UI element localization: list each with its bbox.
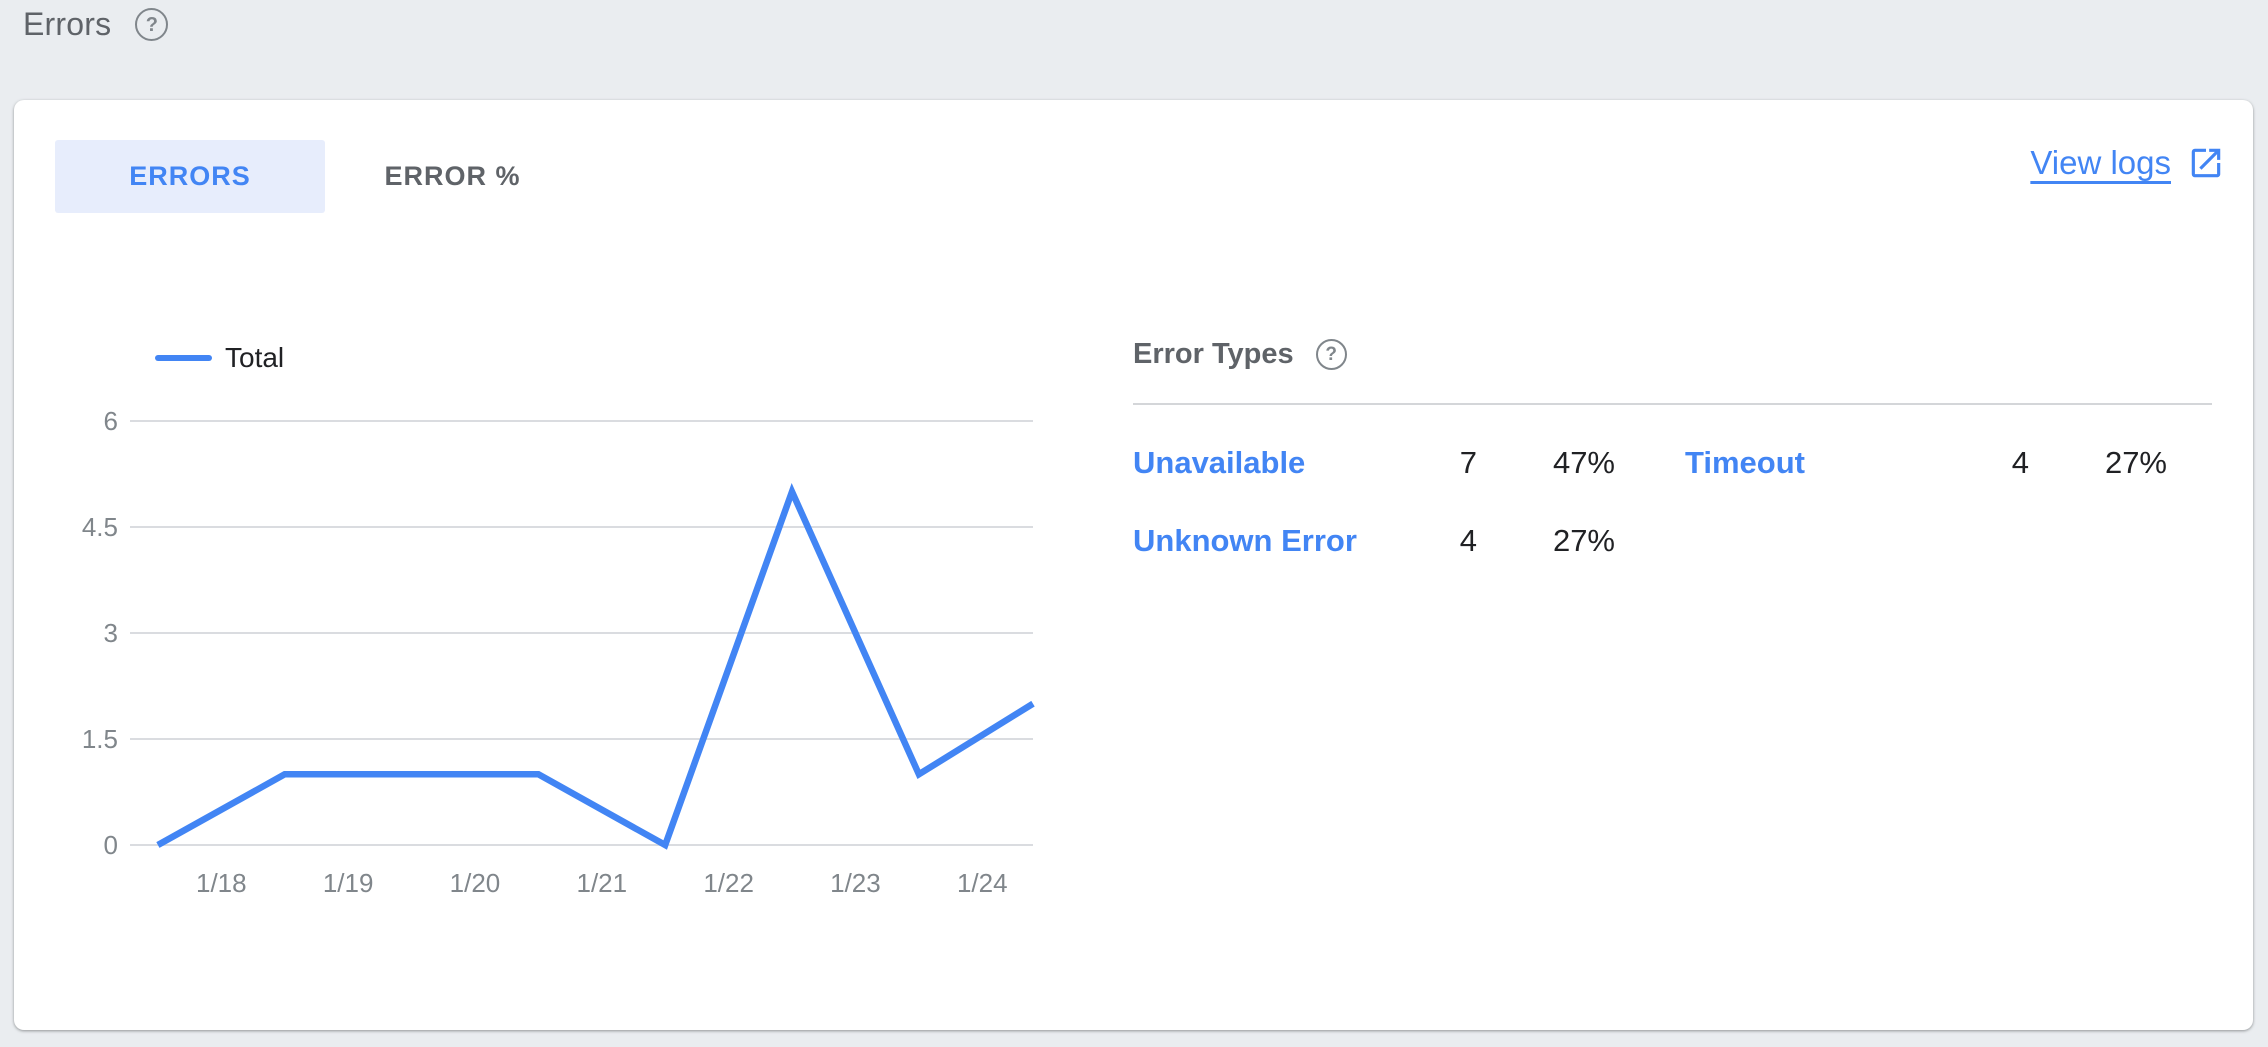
error-types-title: Error Types — [1133, 338, 1294, 370]
error-types-grid: Unavailable 7 47% Timeout 4 27% Unknown … — [1133, 445, 2212, 559]
error-type-row: Unknown Error 4 27% — [1133, 523, 1615, 559]
y-tick-label: 4.5 — [82, 512, 118, 542]
error-types-header: Error Types ? — [1133, 338, 2212, 371]
error-type-percent: 27% — [2104, 445, 2167, 480]
page-title: Errors — [23, 6, 112, 42]
y-tick-label: 1.5 — [82, 724, 118, 754]
x-tick-label: 1/22 — [703, 868, 754, 898]
chart-legend: Total — [155, 342, 284, 374]
error-type-count: 4 — [1459, 523, 1477, 558]
help-circle-icon[interactable]: ? — [135, 8, 169, 41]
tab-errors[interactable]: ERRORS — [55, 140, 325, 213]
x-tick-label: 1/21 — [576, 868, 627, 898]
error-types-help-icon[interactable]: ? — [1315, 339, 1347, 370]
page-header: Errors ? — [23, 6, 169, 43]
error-type-link[interactable]: Unknown Error — [1133, 523, 1357, 558]
y-tick-label: 0 — [104, 830, 118, 860]
error-types-panel: Error Types ? Unavailable 7 47% Timeout … — [1133, 338, 2212, 559]
open-in-new-icon — [2191, 148, 2221, 178]
tab-error-percent[interactable]: ERROR % — [384, 161, 521, 191]
error-type-row: Timeout 4 27% — [1685, 445, 2167, 481]
error-type-row: Unavailable 7 47% — [1133, 445, 1615, 481]
errors-card: ERRORS ERROR % View logs Total 0 1.5 3 4.5 6… — [14, 100, 2253, 1030]
legend-line-swatch — [155, 355, 212, 361]
error-types-divider — [1133, 403, 2212, 405]
y-tick-label: 3 — [104, 618, 118, 648]
x-tick-label: 1/19 — [323, 868, 374, 898]
tab-strip: ERRORS ERROR % — [55, 140, 580, 213]
x-tick-label: 1/20 — [450, 868, 501, 898]
error-type-count: 4 — [2011, 445, 2029, 480]
errors-line-chart: 0 1.5 3 4.5 6 1/18 1/19 1/20 1/21 1/22 1/23 1/24 — [14, 380, 1114, 950]
error-type-link[interactable]: Timeout — [1685, 445, 1805, 480]
error-type-link[interactable]: Unavailable — [1133, 445, 1306, 480]
view-logs-label: View logs — [2030, 144, 2171, 181]
error-type-percent: 47% — [1552, 445, 1615, 480]
x-tick-label: 1/23 — [830, 868, 881, 898]
x-tick-label: 1/18 — [196, 868, 247, 898]
x-tick-label: 1/24 — [957, 868, 1008, 898]
error-type-percent: 27% — [1552, 523, 1615, 558]
view-logs-link[interactable]: View logs — [2030, 144, 2225, 182]
legend-label: Total — [225, 342, 285, 373]
series-line-total — [156, 483, 1035, 850]
error-type-count: 7 — [1459, 445, 1477, 480]
y-tick-label: 6 — [104, 406, 118, 436]
